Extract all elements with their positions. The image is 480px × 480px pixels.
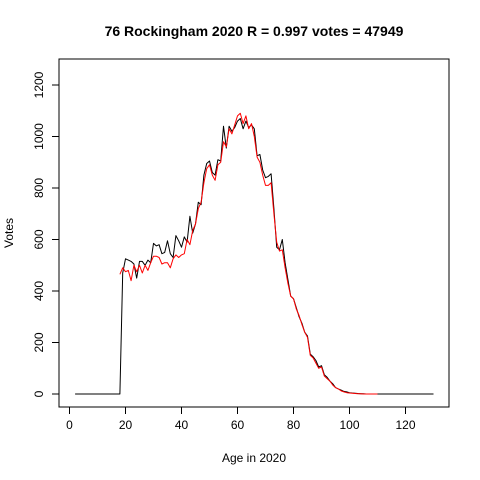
y-tick-label: 0 xyxy=(32,390,46,397)
y-tick-label: 200 xyxy=(32,332,46,352)
x-axis-label: Age in 2020 xyxy=(222,451,286,465)
y-axis: 0 200 400 600 800 1000 1200 xyxy=(32,71,60,397)
y-tick-label: 600 xyxy=(32,229,46,249)
series-line-black xyxy=(75,118,434,395)
y-tick-label: 400 xyxy=(32,281,46,301)
x-tick-label: 100 xyxy=(339,418,359,432)
x-tick-label: 20 xyxy=(119,418,133,432)
x-tick-label: 40 xyxy=(175,418,189,432)
x-tick-label: 60 xyxy=(231,418,245,432)
x-tick-label: 0 xyxy=(66,418,73,432)
y-tick-label: 1200 xyxy=(32,71,46,98)
x-tick-label: 80 xyxy=(287,418,301,432)
y-tick-label: 1000 xyxy=(32,123,46,150)
chart-title: 76 Rockingham 2020 R = 0.997 votes = 479… xyxy=(105,23,404,39)
plot-frame xyxy=(58,58,450,408)
series-layer xyxy=(75,112,434,395)
y-axis-label: Votes xyxy=(2,218,16,248)
series-line-red xyxy=(119,112,378,395)
y-tick-label: 800 xyxy=(32,178,46,198)
x-tick-label: 120 xyxy=(395,418,415,432)
x-axis: 0 20 40 60 80 100 120 xyxy=(66,406,416,432)
